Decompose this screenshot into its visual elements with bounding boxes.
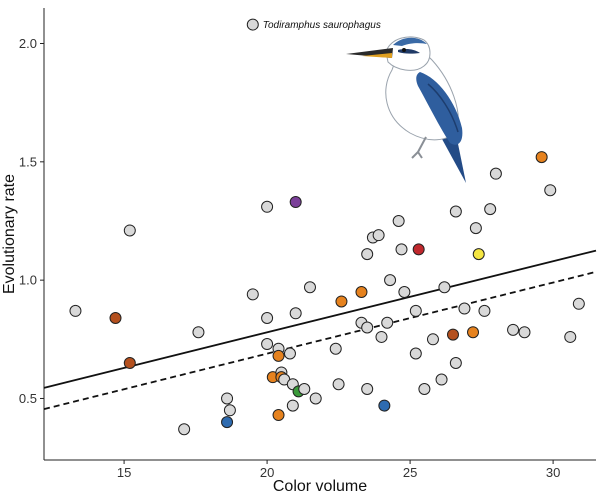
data-point <box>392 214 405 227</box>
data-point <box>261 200 274 213</box>
data-point <box>395 243 408 256</box>
data-point <box>381 316 394 329</box>
data-point <box>329 342 342 355</box>
x-axis-title: Color volume <box>273 478 367 494</box>
data-point <box>375 330 388 343</box>
x-tick-label: 30 <box>546 465 560 480</box>
regression-line-dashed <box>43 270 597 410</box>
axis-ticks: 15 20 25 30 0.5 1.0 1.5 2.0 <box>19 36 560 480</box>
x-tick-label: 20 <box>260 465 274 480</box>
y-tick-label: 1.0 <box>19 273 37 288</box>
data-point <box>449 205 462 218</box>
data-point <box>221 416 234 429</box>
data-point <box>283 347 296 360</box>
data-point <box>272 409 285 422</box>
y-tick-label: 1.5 <box>19 154 37 169</box>
data-point <box>309 392 322 405</box>
data-point <box>398 285 411 298</box>
x-tick-label: 15 <box>117 465 131 480</box>
data-point <box>335 295 348 308</box>
data-point <box>484 203 497 216</box>
data-point <box>289 307 302 320</box>
data-point <box>178 423 191 436</box>
y-axis-title: Evolutionary rate <box>1 174 18 294</box>
data-point <box>221 392 234 405</box>
y-tick-label: 0.5 <box>19 391 37 406</box>
data-point <box>564 330 577 343</box>
data-point <box>361 383 374 396</box>
data-point <box>384 274 397 287</box>
data-point <box>438 281 451 294</box>
annotation-label: Todiramphus saurophagus <box>263 20 381 31</box>
data-point <box>535 151 548 164</box>
data-points <box>69 151 585 436</box>
data-point <box>123 356 136 369</box>
data-point <box>272 349 285 362</box>
data-point <box>261 338 274 351</box>
data-point <box>572 297 585 310</box>
data-point <box>246 288 259 301</box>
data-point <box>355 285 368 298</box>
data-point <box>426 333 439 346</box>
data-point <box>109 312 122 325</box>
data-point <box>286 399 299 412</box>
data-point <box>409 304 422 317</box>
y-tick-label: 2.0 <box>19 36 37 51</box>
data-point <box>361 248 374 261</box>
data-point <box>289 196 302 209</box>
data-point <box>361 321 374 334</box>
kingfisher-bird-illustration <box>346 36 466 183</box>
data-point <box>261 312 274 325</box>
data-point <box>69 304 82 317</box>
data-point <box>378 399 391 412</box>
regression-line-solid <box>43 249 597 389</box>
data-point <box>449 356 462 369</box>
data-point <box>192 326 205 339</box>
data-point <box>469 222 482 235</box>
regression-lines <box>43 249 597 410</box>
data-point <box>435 373 448 386</box>
data-point <box>303 281 316 294</box>
data-point <box>489 167 502 180</box>
data-point <box>472 248 485 261</box>
data-point <box>467 326 480 339</box>
data-point <box>332 378 345 391</box>
data-point <box>412 243 425 256</box>
data-point <box>478 304 491 317</box>
data-point <box>418 383 431 396</box>
data-point <box>458 302 471 315</box>
data-point <box>446 328 459 341</box>
data-point <box>409 347 422 360</box>
data-point <box>223 404 236 417</box>
x-tick-label: 25 <box>403 465 417 480</box>
data-point <box>298 383 311 396</box>
data-point <box>544 184 557 197</box>
data-point <box>123 224 136 237</box>
data-point <box>518 326 531 339</box>
data-point <box>372 229 385 242</box>
annotation-marker <box>246 18 259 31</box>
data-point <box>507 323 520 336</box>
